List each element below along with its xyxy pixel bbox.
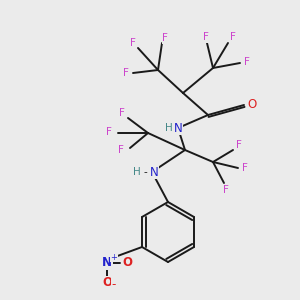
Text: N: N: [102, 256, 112, 269]
Text: O: O: [248, 98, 256, 110]
Text: F: F: [230, 32, 236, 42]
Text: O: O: [102, 277, 112, 290]
Text: F: F: [203, 32, 209, 42]
Text: F: F: [118, 145, 124, 155]
Text: -: -: [112, 278, 116, 292]
Text: -: -: [143, 167, 147, 177]
Text: +: +: [111, 253, 117, 262]
Text: H: H: [133, 167, 141, 177]
Text: H: H: [165, 123, 173, 133]
Text: F: F: [119, 108, 125, 118]
Text: N: N: [150, 166, 158, 178]
Text: F: F: [242, 163, 248, 173]
Text: F: F: [123, 68, 129, 78]
Text: F: F: [162, 33, 168, 43]
Text: F: F: [244, 57, 250, 67]
Text: F: F: [223, 185, 229, 195]
Text: F: F: [236, 140, 242, 150]
Text: F: F: [130, 38, 136, 48]
Text: N: N: [174, 122, 182, 134]
Text: F: F: [106, 127, 112, 137]
Text: O: O: [122, 256, 132, 269]
